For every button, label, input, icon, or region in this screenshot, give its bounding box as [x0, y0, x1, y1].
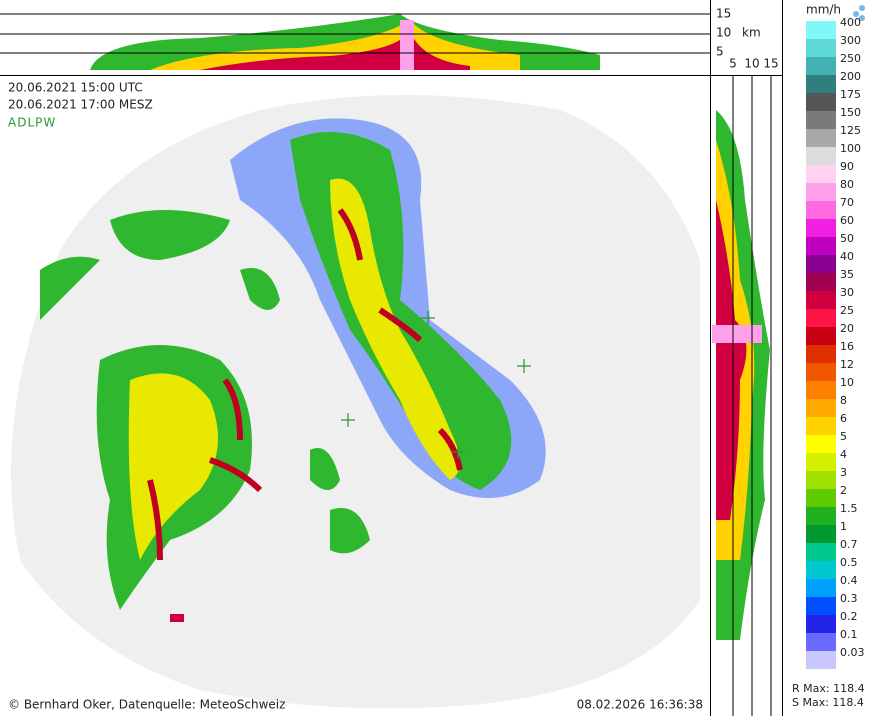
- legend-swatch: [806, 579, 836, 597]
- legend-label: 175: [840, 88, 861, 101]
- time-local: 20.06.2021 17:00 MESZ: [8, 98, 153, 112]
- legend-unit: mm/h: [806, 3, 841, 17]
- legend-label: 0.4: [840, 574, 858, 587]
- axis-label: 10: [716, 26, 731, 40]
- legend-label: 60: [840, 214, 854, 227]
- legend-label: 5: [840, 430, 847, 443]
- legend-label: 2: [840, 484, 847, 497]
- legend-swatch: [806, 399, 836, 417]
- product-name: ADLPW: [8, 116, 56, 130]
- legend-label: 400: [840, 16, 861, 29]
- legend-swatch: [806, 309, 836, 327]
- axis-label: 5: [729, 57, 737, 71]
- legend-label: 4: [840, 448, 847, 461]
- legend-label: 100: [840, 142, 861, 155]
- legend-swatch: [806, 219, 836, 237]
- legend-swatch: [806, 363, 836, 381]
- legend-swatch: [806, 507, 836, 525]
- legend-label: 50: [840, 232, 854, 245]
- axis-label: 15: [763, 57, 778, 71]
- legend-label: 35: [840, 268, 854, 281]
- legend-swatch: [806, 633, 836, 651]
- legend-label: 10: [840, 376, 854, 389]
- legend-label: 3: [840, 466, 847, 479]
- legend-swatch: [806, 183, 836, 201]
- time-utc: 20.06.2021 15:00 UTC: [8, 81, 143, 95]
- legend-label: 125: [840, 124, 861, 137]
- legend-swatch: [806, 21, 836, 39]
- radar-image: [11, 95, 700, 709]
- legend-label: 250: [840, 52, 861, 65]
- legend-label: 6: [840, 412, 847, 425]
- legend-swatch: [806, 57, 836, 75]
- axis-label: 15: [716, 7, 731, 21]
- legend-label: 16: [840, 340, 854, 353]
- legend-label: 0.3: [840, 592, 858, 605]
- legend-label: 300: [840, 34, 861, 47]
- axis-label: 5: [716, 45, 724, 59]
- legend-label: 8: [840, 394, 847, 407]
- legend-swatch: [806, 237, 836, 255]
- legend-swatch: [806, 453, 836, 471]
- legend-swatch: [806, 111, 836, 129]
- legend-label: 30: [840, 286, 854, 299]
- legend-swatch: [806, 651, 836, 669]
- legend-swatch: [806, 435, 836, 453]
- legend-swatch: [806, 381, 836, 399]
- r-max: R Max: 118.4: [792, 682, 865, 695]
- legend-swatch: [806, 417, 836, 435]
- legend-swatch: [806, 489, 836, 507]
- legend-label: 0.5: [840, 556, 858, 569]
- legend-label: 0.7: [840, 538, 858, 551]
- legend-swatch: [806, 291, 836, 309]
- axis-unit: km: [742, 26, 761, 40]
- legend-label: 90: [840, 160, 854, 173]
- legend-label: 0.2: [840, 610, 858, 623]
- legend-swatch: [806, 165, 836, 183]
- legend-swatch: [806, 75, 836, 93]
- legend-swatch: [806, 471, 836, 489]
- axis-label: 10: [744, 57, 759, 71]
- timestamp: 08.02.2026 16:36:38: [577, 698, 703, 712]
- legend-label: 40: [840, 250, 854, 263]
- credit: © Bernhard Oker, Datenquelle: MeteoSchwe…: [8, 698, 285, 712]
- legend-swatch: [806, 327, 836, 345]
- top-profile: 15 10 km 5: [0, 0, 782, 76]
- legend-label: 20: [840, 322, 854, 335]
- legend-label: 80: [840, 178, 854, 191]
- legend-swatch: [806, 345, 836, 363]
- legend-label: 0.1: [840, 628, 858, 641]
- side-profile: 5 10 15: [710, 0, 779, 716]
- s-max: S Max: 118.4: [792, 696, 864, 709]
- legend-label: 12: [840, 358, 854, 371]
- legend-label: 25: [840, 304, 854, 317]
- legend-swatch: [806, 525, 836, 543]
- legend-label: 70: [840, 196, 854, 209]
- legend-swatch: [806, 615, 836, 633]
- legend-swatch: [806, 201, 836, 219]
- legend-label: 1.5: [840, 502, 858, 515]
- legend-swatch: [806, 39, 836, 57]
- legend-swatch: [806, 561, 836, 579]
- legend-label: 200: [840, 70, 861, 83]
- legend-swatch: [806, 147, 836, 165]
- legend-swatch: [806, 93, 836, 111]
- legend-label: 150: [840, 106, 861, 119]
- legend-swatch: [806, 255, 836, 273]
- legend-label: 1: [840, 520, 847, 533]
- station-markers: [341, 311, 531, 459]
- legend-label: 0.03: [840, 646, 865, 659]
- legend-swatch: [806, 129, 836, 147]
- legend: mm/h R Max: 118.4 S Max: 118.4 400300250…: [782, 0, 865, 716]
- legend-swatch: [806, 543, 836, 561]
- legend-swatch: [806, 597, 836, 615]
- legend-swatch: [806, 273, 836, 291]
